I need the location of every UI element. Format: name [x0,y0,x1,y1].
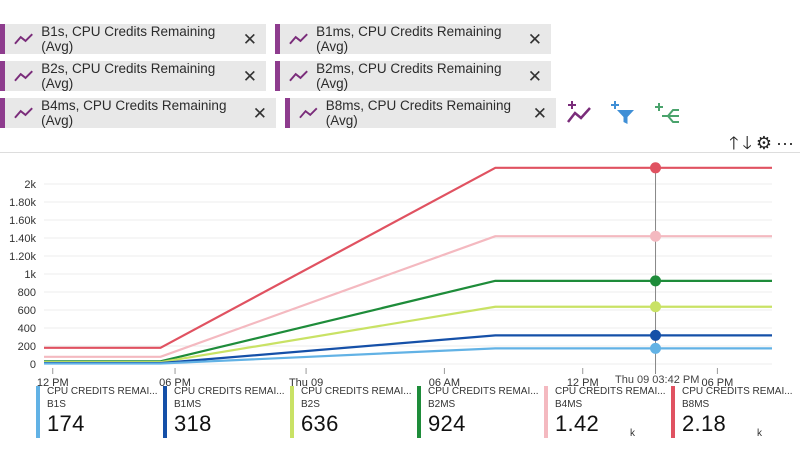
legend-title: CPU CREDITS REMAI... [428,386,539,397]
y-tick-label: 600 [18,305,36,317]
line-chart-icon [14,33,33,45]
line-chart-icon [14,70,33,82]
line-chart-icon [299,107,318,119]
y-tick-label: 400 [18,323,36,335]
y-tick-label: 1.80k [9,197,36,209]
legend-unit: k [630,428,635,439]
metric-pill-label: B8ms, CPU Credits Remaining (Avg) [325,98,512,128]
line-chart-icon [289,70,308,82]
legend-series: B1S [47,399,66,410]
legend-value: 1.42 [555,411,600,436]
legend-title: CPU CREDITS REMAI... [47,386,158,397]
legend-value: 318 [174,411,212,436]
close-icon[interactable]: ✕ [242,66,257,86]
metric-pill-label: B2ms, CPU Credits Remaining (Avg) [316,61,502,91]
legend-value: 2.18 [682,411,727,436]
metric-pill-b2ms[interactable]: B2ms, CPU Credits Remaining (Avg) ✕ [275,61,551,91]
move-up-icon[interactable]: 🡑 [729,133,739,153]
metric-pill-b4ms[interactable]: B4ms, CPU Credits Remaining (Avg) ✕ [0,98,276,128]
metric-pill-b1s[interactable]: B1s, CPU Credits Remaining (Avg) ✕ [0,24,266,54]
legend-series: B4MS [555,399,583,410]
legend-item-b8ms[interactable]: CPU CREDITS REMAI... B8MS 2.18 k [671,386,798,439]
legend-series: B2S [301,399,320,410]
y-tick-label: 1k [24,269,36,281]
metric-pill-b1ms[interactable]: B1ms, CPU Credits Remaining (Avg) ✕ [275,24,551,54]
legend-item-b2s[interactable]: CPU CREDITS REMAI... B2S 636 [290,386,417,438]
legend-item-b2ms[interactable]: CPU CREDITS REMAI... B2MS 924 [417,386,544,438]
legend-series: B1MS [174,399,202,410]
metric-pill-label: B1ms, CPU Credits Remaining (Avg) [316,24,502,54]
move-down-icon[interactable]: 🡓 [742,133,752,153]
more-icon[interactable]: ··· [776,133,794,153]
legend-title: CPU CREDITS REMAI... [174,386,285,397]
y-tick-label: 0 [30,359,36,371]
close-icon[interactable]: ✕ [527,66,542,86]
series-marker-b2ms [650,275,662,287]
add-filter-icon[interactable] [608,98,638,128]
line-chart-icon [289,33,308,45]
close-icon[interactable]: ✕ [532,103,547,123]
metric-pill-label: B1s, CPU Credits Remaining (Avg) [41,24,216,54]
y-tick-label: 2k [24,179,36,191]
apply-splitting-icon[interactable] [652,98,682,128]
legend-value: 924 [428,411,466,436]
legend-title: CPU CREDITS REMAI... [301,386,412,397]
metric-pill-label: B4ms, CPU Credits Remaining (Avg) [41,98,227,128]
legend-item-b4ms[interactable]: CPU CREDITS REMAI... B4MS 1.42 k [544,386,671,439]
crosshair-time-label: Thu 09 03:42 PM [615,374,700,386]
x-tick-label: 06 AM [429,377,460,386]
x-tick-label: Thu 09 [289,377,323,386]
series-marker-b4ms [650,230,662,242]
metric-pill-b8ms[interactable]: B8ms, CPU Credits Remaining (Avg) ✕ [285,98,556,128]
x-tick-label: 12 PM [37,377,69,386]
series-marker-b2s [650,301,662,313]
legend-item-b1ms[interactable]: CPU CREDITS REMAI... B1MS 318 [163,386,290,438]
series-marker-b1ms [650,329,662,341]
series-marker-b8ms [650,162,662,174]
x-tick-label: 06 PM [159,377,191,386]
legend-series: B2MS [428,399,456,410]
metric-pill-label: B2s, CPU Credits Remaining (Avg) [41,61,216,91]
add-metric-icon[interactable] [564,98,594,128]
close-icon[interactable]: ✕ [252,103,267,123]
close-icon[interactable]: ✕ [242,29,257,49]
close-icon[interactable]: ✕ [527,29,542,49]
series-line-b8ms [44,166,772,349]
legend-value: 174 [47,411,85,436]
series-marker-b1s [650,342,662,354]
legend-title: CPU CREDITS REMAI... [682,386,793,397]
y-tick-label: 1.60k [9,215,36,227]
metric-pill-b2s[interactable]: B2s, CPU Credits Remaining (Avg) ✕ [0,61,266,91]
legend-unit: k [757,428,762,439]
legend-title: CPU CREDITS REMAI... [555,386,666,397]
chart-legend: CPU CREDITS REMAI... B1S 174 CPU CREDITS… [36,386,798,439]
series-line-b1s [44,347,772,365]
line-chart-icon [14,107,33,119]
y-tick-label: 1.40k [9,233,36,245]
y-tick-label: 1.20k [9,251,36,263]
y-tick-label: 200 [18,341,36,353]
gear-icon[interactable]: ⚙ [755,133,773,153]
series-line-b4ms [44,235,772,358]
y-tick-label: 800 [18,287,36,299]
divider [0,152,800,153]
legend-series: B8MS [682,399,710,410]
x-tick-label: 12 PM [567,377,599,386]
line-chart[interactable]: 0 200 400 600 800 1k 1.20k 1.40k 1.60k 1.80k 2k 12 … [0,150,800,386]
legend-item-b1s[interactable]: CPU CREDITS REMAI... B1S 174 [36,386,163,438]
chart-toolbar: 🡑 🡓 ⚙ ··· [729,134,794,152]
x-tick-label: 06 PM [702,377,734,386]
legend-value: 636 [301,411,339,436]
